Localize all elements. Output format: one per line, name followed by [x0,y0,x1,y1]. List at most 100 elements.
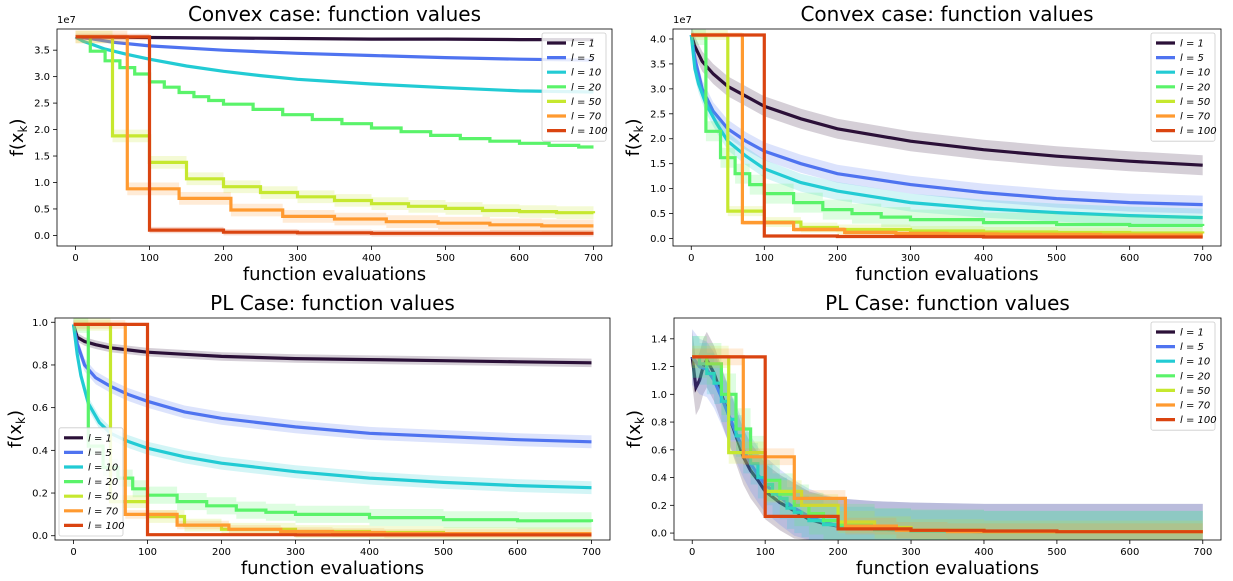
y-tick-label: 2.0 [34,125,50,136]
legend-label: l = 10 [1180,357,1210,368]
series-line-1 [75,35,594,42]
legend-label: l = 1 [88,433,112,444]
x-tick-label: 300 [901,253,920,264]
x-tick-label: 500 [1047,547,1066,558]
x-tick-label: 700 [584,253,603,264]
legend-label: l = 20 [88,477,118,488]
y-tick-label: 0.6 [32,403,48,414]
confidence-band-3 [692,336,1203,540]
y-tick-label: 2.5 [650,109,666,120]
chart-panel-4: PL Case: function values function evaluat… [624,291,1222,579]
x-tick-label: 200 [212,547,231,558]
y-tick-label: 3.5 [650,59,666,70]
confidence-band-2 [692,329,1203,540]
x-tick-label: 700 [582,547,601,558]
x-tick-label: 0 [70,547,76,558]
y-tick-label: 0.0 [650,234,666,245]
confidence-band-4 [692,336,1203,540]
x-tick-label: 500 [434,547,453,558]
x-tick-label: 0 [689,547,695,558]
y-tick-label: 2.5 [34,99,50,110]
series-line-7 [73,322,592,537]
axes-frame [672,28,1222,247]
legend-label: l = 100 [88,521,125,532]
y-tick-label: 1.5 [34,152,50,163]
y-tick-label: 3.5 [34,46,50,57]
series-line-6 [75,35,594,228]
plot-area [71,318,594,540]
x-tick-label: 100 [756,547,775,558]
y-offset-label: 1e7 [57,15,76,26]
series-line-4 [691,33,1205,228]
series-line-2 [71,324,592,444]
confidence-band-4 [73,318,592,531]
x-tick-label: 100 [138,547,157,558]
series-line-3 [74,35,594,94]
legend-label: l = 5 [571,53,595,64]
x-tick-label: 600 [1120,547,1139,558]
legend-label: l = 5 [1180,53,1204,64]
series-line-7 [692,355,1203,534]
x-tick-label: 700 [1193,253,1212,264]
series-line-1 [71,323,592,365]
axes-frame [54,317,611,541]
y-tick-label: 2.0 [650,134,666,145]
confidence-band-6 [73,320,592,538]
legend-label: l = 1 [1180,39,1204,50]
x-axis-label: function evaluations [243,264,426,285]
x-tick-label: 0 [72,253,78,264]
x-axis-label: function evaluations [241,558,424,579]
legend-label: l = 70 [1180,112,1210,123]
legend: l = 1 l = 5 l = 10 l = 20 l = 50 l = 70 l = 10… [541,32,608,142]
legend-label: l = 20 [1180,371,1210,382]
y-axis-label: f(xk) [5,410,28,448]
legend-label: l = 70 [88,506,118,517]
y-tick-label: 1.0 [34,178,50,189]
y-tick-label: 0.5 [34,204,50,215]
legend-label: l = 50 [1180,386,1210,397]
legend-label: l = 5 [1180,342,1204,353]
legend-label: l = 20 [571,82,601,93]
chart-title: PL Case: function values [825,291,1070,315]
legend-label: l = 70 [571,112,601,123]
legend: l = 1 l = 5 l = 10 l = 20 l = 50 l = 70 l = 10… [1150,32,1217,142]
legend-label: l = 100 [1180,415,1217,426]
y-axis-label: f(xk) [7,119,30,157]
series-line-7 [691,33,1203,239]
x-tick-label: 100 [140,253,159,264]
x-axis-label: function evaluations [856,558,1039,579]
y-tick-label: 4.0 [650,34,666,45]
confidence-band-6 [692,348,1203,540]
legend-box [1150,321,1216,431]
x-tick-label: 300 [901,547,920,558]
y-tick-label: 1.0 [650,184,666,195]
series-line-6 [691,33,1203,237]
y-axis-label: f(xk) [624,410,647,448]
chart-title: Convex case: function values [188,2,481,26]
legend: l = 1 l = 5 l = 10 l = 20 l = 50 l = 70 l = 10… [58,427,125,537]
chart-panel-2: Convex case: function values function eva… [623,2,1222,285]
legend-box [1150,32,1216,142]
chart-panel-1: Convex case: function values function eva… [7,2,613,285]
y-tick-label: 0.8 [651,418,667,429]
plot-area [74,30,596,237]
x-tick-label: 500 [436,253,455,264]
confidence-band-1 [692,329,1203,540]
y-tick-label: 0.5 [650,209,666,220]
y-tick-label: 1.0 [651,390,667,401]
x-tick-label: 600 [508,547,527,558]
axes-frame [56,28,613,247]
legend-box [541,32,607,142]
y-tick-label: 0.4 [32,446,48,457]
x-tick-label: 400 [974,253,993,264]
x-tick-label: 600 [510,253,529,264]
axes-frame [673,317,1222,541]
y-tick-label: 0.4 [651,473,667,484]
legend-label: l = 70 [1180,401,1210,412]
series-line-5 [75,35,596,215]
legend-label: l = 20 [1180,82,1210,93]
x-tick-label: 300 [286,547,305,558]
x-tick-label: 700 [1193,547,1212,558]
legend-label: l = 1 [571,39,595,50]
